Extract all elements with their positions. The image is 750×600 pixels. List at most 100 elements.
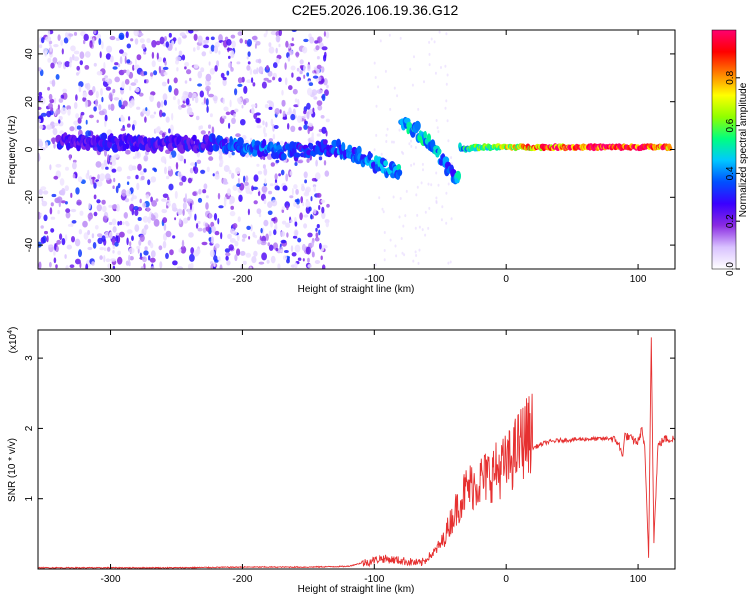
noise-speck: [383, 249, 386, 252]
colorbar-label: Normalized spectral amplitude: [738, 82, 749, 217]
noise-speck: [38, 261, 42, 269]
noise-speck: [179, 181, 184, 186]
noise-speck: [84, 65, 90, 70]
noise-speck: [120, 116, 126, 123]
noise-speck: [166, 202, 171, 207]
noise-speck: [295, 51, 300, 58]
noise-speck: [102, 215, 108, 223]
signal-blob: [426, 133, 431, 142]
noise-speck: [263, 132, 268, 138]
noise-speck: [84, 51, 91, 58]
noise-speck: [318, 205, 321, 210]
noise-speck: [294, 221, 298, 227]
noise-speck: [294, 162, 298, 166]
noise-speck: [323, 54, 327, 62]
noise-speck: [68, 33, 74, 37]
noise-speck: [220, 232, 223, 240]
noise-speck: [417, 107, 420, 111]
noise-speck: [381, 207, 384, 211]
noise-speck: [229, 99, 232, 108]
noise-speck: [100, 88, 103, 96]
noise-speck: [374, 76, 377, 79]
noise-speck: [55, 74, 60, 80]
noise-speck: [275, 247, 279, 252]
signal-blob: [667, 145, 673, 151]
noise-speck: [440, 66, 442, 69]
noise-speck: [106, 45, 113, 53]
noise-speck: [50, 202, 54, 207]
noise-speck: [255, 117, 261, 124]
noise-speck: [96, 204, 103, 212]
noise-speck: [232, 223, 238, 229]
noise-speck: [326, 84, 329, 89]
noise-speck: [118, 32, 125, 40]
noise-speck: [307, 257, 310, 263]
signal-blob: [437, 148, 442, 155]
noise-speck: [295, 188, 299, 195]
noise-speck: [284, 201, 291, 209]
noise-speck: [168, 183, 174, 191]
noise-speck: [124, 78, 130, 85]
noise-speck: [76, 125, 82, 130]
noise-speck: [136, 106, 141, 110]
noise-speck: [92, 176, 95, 185]
noise-speck: [246, 39, 252, 47]
noise-speck: [247, 208, 250, 216]
noise-speck: [277, 263, 281, 269]
noise-speck: [208, 93, 215, 98]
noise-speck: [126, 123, 131, 128]
noise-speck: [228, 122, 231, 129]
noise-speck: [41, 200, 48, 207]
noise-speck: [153, 219, 160, 227]
noise-speck: [402, 224, 405, 228]
noise-speck: [267, 70, 273, 77]
noise-speck: [93, 62, 97, 67]
noise-speck: [320, 115, 325, 119]
noise-speck: [307, 87, 313, 96]
noise-speck: [107, 246, 111, 252]
noise-speck: [131, 98, 135, 105]
noise-speck: [130, 197, 134, 202]
noise-speck: [213, 45, 219, 54]
noise-speck: [414, 146, 417, 149]
noise-speck: [91, 261, 95, 266]
noise-speck: [197, 71, 203, 79]
noise-speck: [66, 105, 71, 111]
noise-speck: [174, 190, 178, 199]
noise-speck: [293, 202, 297, 207]
noise-speck: [211, 225, 216, 233]
noise-speck: [311, 132, 314, 139]
noise-speck: [47, 57, 52, 63]
noise-speck: [104, 114, 108, 122]
noise-speck: [115, 185, 119, 194]
noise-speck: [121, 189, 127, 197]
noise-speck: [378, 196, 381, 200]
noise-speck: [153, 168, 157, 173]
noise-speck: [196, 45, 200, 51]
noise-speck: [308, 82, 314, 86]
noise-speck: [421, 162, 424, 166]
noise-speck: [236, 61, 241, 65]
noise-speck: [411, 83, 414, 87]
noise-speck: [267, 242, 271, 247]
noise-speck: [320, 199, 326, 204]
noise-speck: [446, 73, 449, 77]
spectrogram-x-axis-label: Height of straight line (km): [298, 284, 415, 295]
noise-speck: [40, 212, 43, 217]
noise-speck: [70, 208, 77, 213]
noise-speck: [46, 124, 52, 130]
noise-speck: [172, 96, 176, 101]
noise-speck: [163, 99, 167, 106]
noise-speck: [424, 210, 427, 214]
noise-speck: [302, 201, 305, 207]
signal-blob: [383, 160, 388, 167]
noise-speck: [384, 69, 387, 73]
noise-speck: [398, 215, 401, 219]
noise-speck: [159, 109, 163, 118]
noise-speck: [273, 125, 279, 129]
noise-speck: [249, 191, 253, 195]
noise-speck: [218, 205, 224, 209]
noise-speck: [65, 208, 71, 213]
noise-speck: [134, 38, 139, 45]
noise-speck: [325, 118, 330, 123]
